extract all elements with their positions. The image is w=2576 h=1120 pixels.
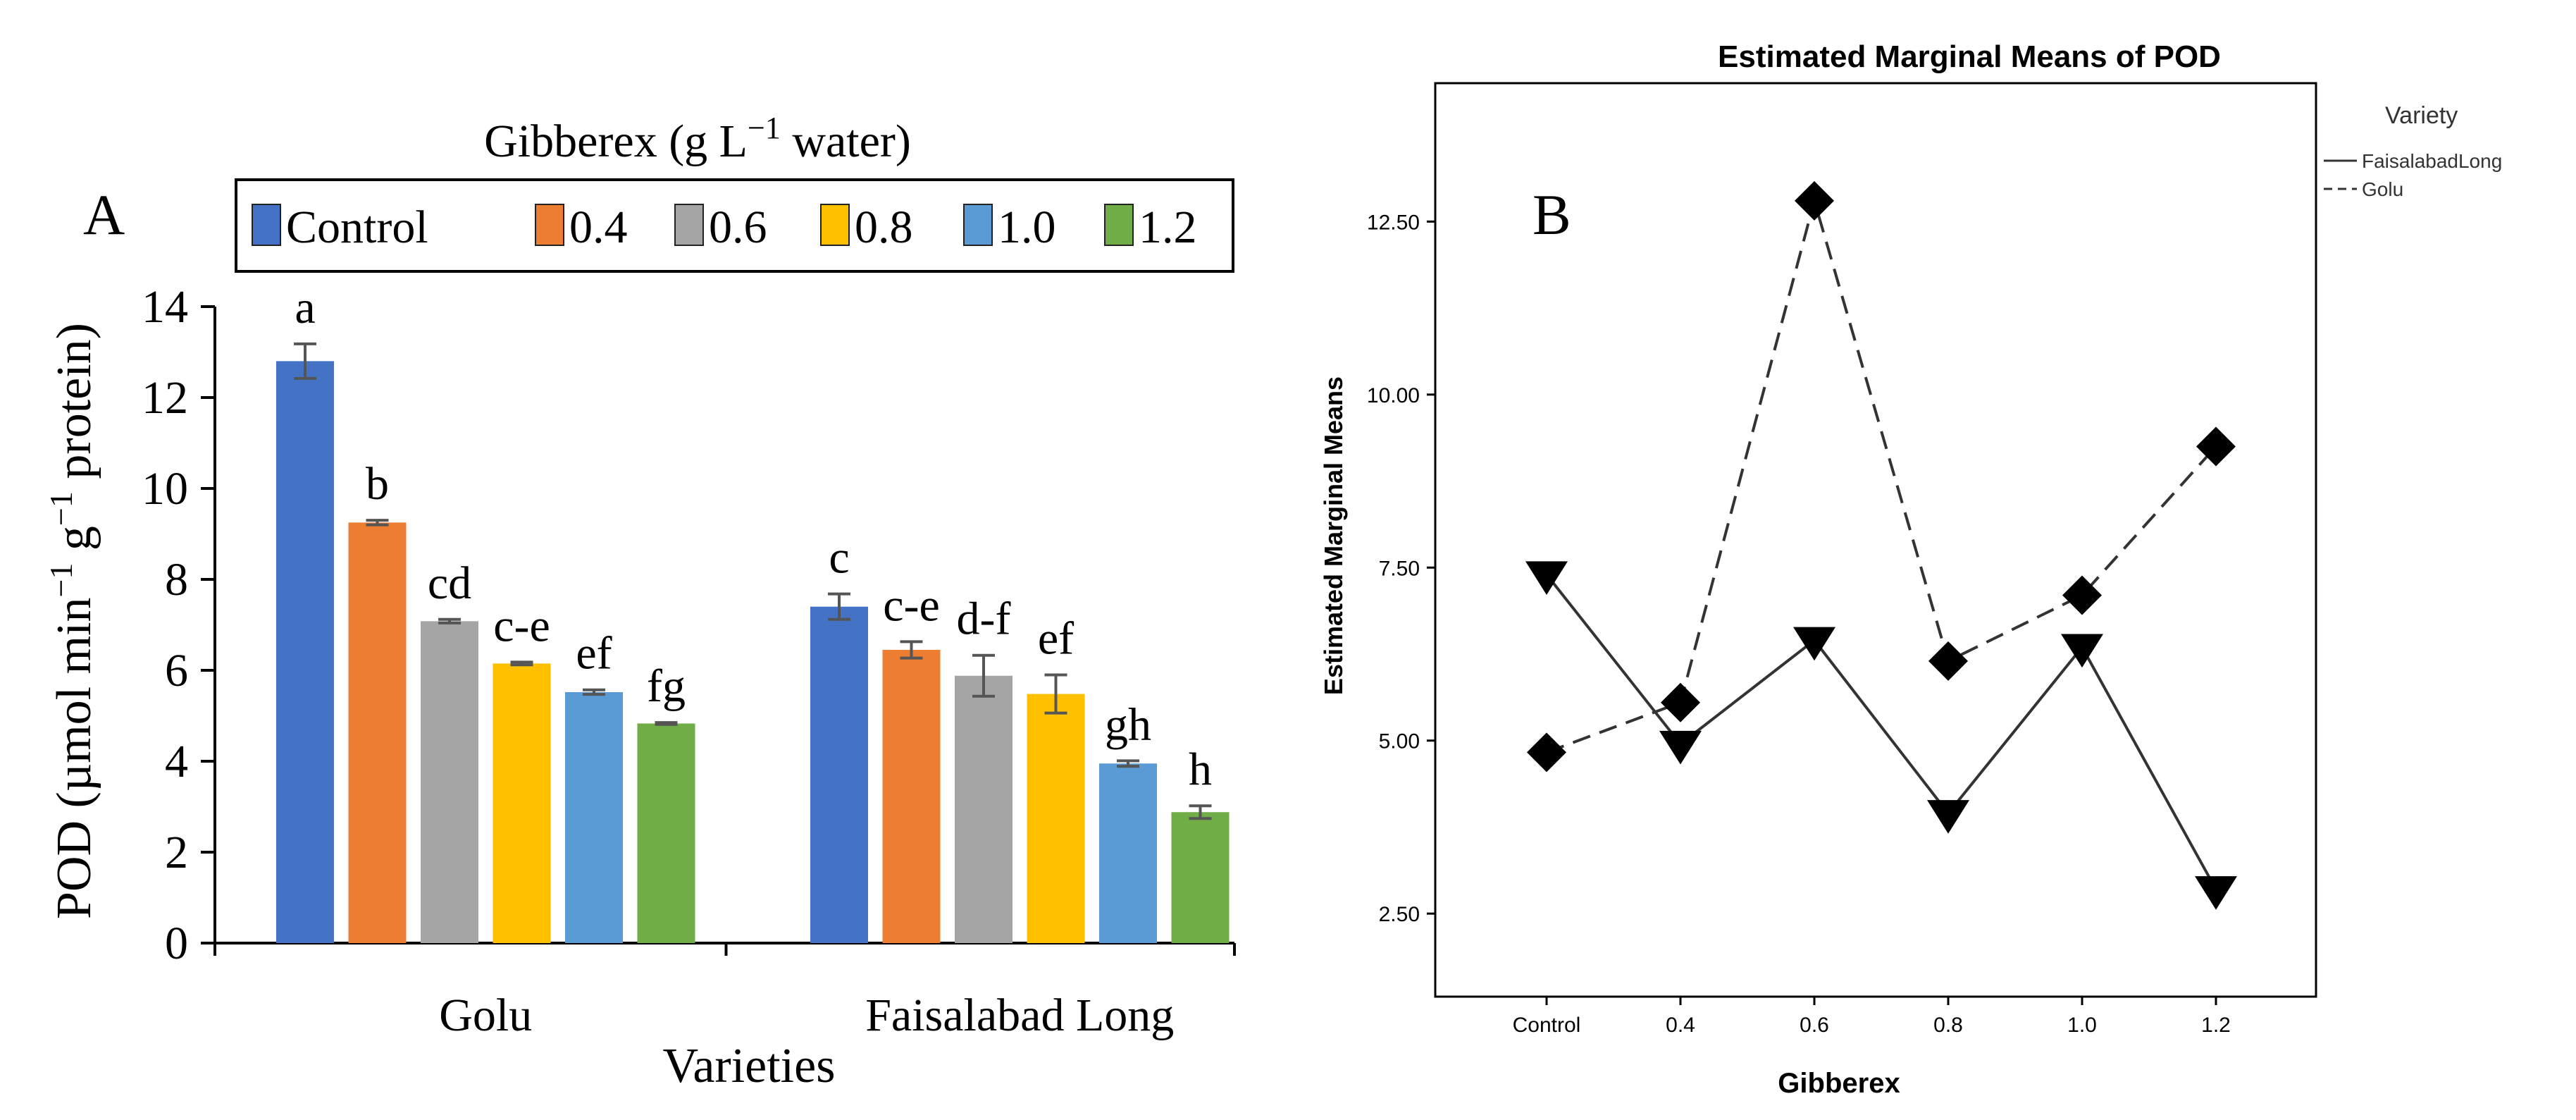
legend-entry-label: 0.4 xyxy=(569,202,628,253)
bar xyxy=(955,675,1013,943)
panel-a-bar-chart: A Gibberex (g L−1 water) Control 0.4 0.6 0.… xyxy=(43,111,1236,1093)
bar xyxy=(421,621,478,943)
significance-letter: ef xyxy=(576,628,612,679)
significance-letter: a xyxy=(295,282,315,333)
x-tick-label: 0.8 xyxy=(1933,1014,1963,1037)
panel-b-legend-title: Variety xyxy=(2385,102,2458,129)
legend-swatch xyxy=(252,204,281,246)
legend-entry-label: 0.8 xyxy=(855,202,913,253)
legend-swatch xyxy=(535,204,564,246)
y-tick-label: 10 xyxy=(142,463,188,515)
panel-b-label: B xyxy=(1532,183,1571,247)
legend-swatch xyxy=(820,204,850,246)
x-tick-label: 0.6 xyxy=(1800,1014,1829,1037)
ylabel-superscript-2: −1 xyxy=(43,491,79,526)
data-point-diamond xyxy=(1527,732,1566,773)
y-tick-label: 14 xyxy=(142,281,188,333)
data-point-triangle xyxy=(1525,561,1568,595)
x-tick-label: 1.2 xyxy=(2201,1014,2231,1037)
legend-entry-label: Control xyxy=(286,202,428,253)
legend-swatch xyxy=(674,204,704,246)
data-point-triangle xyxy=(2061,634,2103,668)
data-point-triangle xyxy=(1927,800,1969,834)
panel-a-legend: Control 0.4 0.6 0.8 1.0 1.2 xyxy=(252,202,1197,253)
y-tick-label: 6 xyxy=(165,645,188,696)
legend-entry-label: 1.2 xyxy=(1139,202,1197,253)
x-tick-label: 0.4 xyxy=(1666,1014,1695,1037)
bar xyxy=(637,723,695,943)
ylabel-part-1: POD (µmol min xyxy=(47,598,101,919)
data-point-diamond xyxy=(1661,682,1700,722)
significance-letter: gh xyxy=(1105,699,1151,750)
legend-title-part-1: Gibberex (g L xyxy=(484,116,748,167)
data-point-diamond xyxy=(2062,575,2102,615)
y-tick-label: 4 xyxy=(165,736,188,787)
data-point-triangle xyxy=(1659,730,1702,765)
legend-title-part-3: water) xyxy=(781,116,911,167)
y-tick-label: 0 xyxy=(165,918,188,969)
panel-a-y-axis-label: POD (µmol min−1 g−1 protein) xyxy=(43,323,101,919)
bar xyxy=(810,606,868,943)
data-point-diamond xyxy=(1795,180,1834,221)
panel-a-x-axis-label: Varieties xyxy=(663,1039,836,1093)
y-tick-label: 12.50 xyxy=(1367,211,1420,234)
legend-entry-label: FaisalabadLong xyxy=(2362,150,2502,172)
data-point-triangle xyxy=(2195,876,2237,910)
ylabel-superscript-1: −1 xyxy=(43,563,79,598)
data-point-triangle xyxy=(1793,627,1835,661)
bar xyxy=(348,522,407,943)
significance-letter: c-e xyxy=(883,579,940,631)
series-line xyxy=(1546,195,2217,754)
significance-letter: c-e xyxy=(493,600,550,651)
y-tick-label: 10.00 xyxy=(1367,384,1420,407)
significance-letter: d-f xyxy=(957,593,1011,645)
data-point-diamond xyxy=(2196,426,2236,467)
y-tick-label: 5.00 xyxy=(1379,730,1420,753)
y-tick-label: 2 xyxy=(165,827,188,878)
bar xyxy=(1171,812,1230,943)
bar xyxy=(565,691,623,943)
panel-b-plot-frame xyxy=(1434,82,2317,998)
bar xyxy=(493,663,551,943)
x-category-label: Faisalabad Long xyxy=(865,990,1174,1041)
legend-swatch xyxy=(963,204,993,246)
x-category-label: Golu xyxy=(439,990,532,1041)
legend-entry-label: 1.0 xyxy=(998,202,1056,253)
panel-b-legend: Variety FaisalabadLong Golu xyxy=(2324,102,2502,200)
y-tick-label: 8 xyxy=(165,554,188,605)
panel-b-y-axis-label: Estimated Marginal Means xyxy=(1319,376,1348,695)
y-tick-label: 12 xyxy=(142,372,188,424)
panel-a-label: A xyxy=(83,183,125,247)
ylabel-part-3: g xyxy=(47,526,101,563)
panel-b-x-axis-label: Gibberex xyxy=(1778,1068,1900,1099)
panel-b-line-chart: Estimated Marginal Means of POD B 2.50 5.… xyxy=(1319,39,2502,1099)
panel-a-legend-box xyxy=(235,178,1234,273)
significance-letter: cd xyxy=(428,558,471,609)
legend-title-superscript: −1 xyxy=(748,111,781,145)
significance-letter: c xyxy=(829,532,849,584)
bar xyxy=(1099,763,1157,943)
ylabel-part-5: protein) xyxy=(47,323,101,491)
bar xyxy=(276,361,334,943)
panel-b-title: Estimated Marginal Means of POD xyxy=(1718,39,2221,74)
series-line xyxy=(1545,573,2217,890)
x-tick-label: 1.0 xyxy=(2067,1014,2097,1037)
bar xyxy=(1027,694,1085,943)
bar xyxy=(882,649,941,943)
panel-b-plot-area: 2.50 5.00 7.50 10.00 12.50 Control 0.4 0.6 0.8 1.… xyxy=(1367,180,2237,1037)
significance-letter: ef xyxy=(1038,613,1074,664)
y-tick-label: 7.50 xyxy=(1379,557,1420,580)
legend-entry-label: 0.6 xyxy=(709,202,767,253)
significance-letter: b xyxy=(366,458,389,510)
x-tick-label: Control xyxy=(1513,1014,1581,1037)
y-tick-label: 2.50 xyxy=(1379,903,1420,926)
legend-swatch xyxy=(1104,204,1134,246)
legend-entry-label: Golu xyxy=(2362,178,2403,200)
significance-letter: fg xyxy=(647,660,686,712)
data-point-diamond xyxy=(1928,641,1968,681)
panel-a-legend-title: Gibberex (g L−1 water) xyxy=(484,111,911,167)
significance-letter: h xyxy=(1189,744,1212,795)
